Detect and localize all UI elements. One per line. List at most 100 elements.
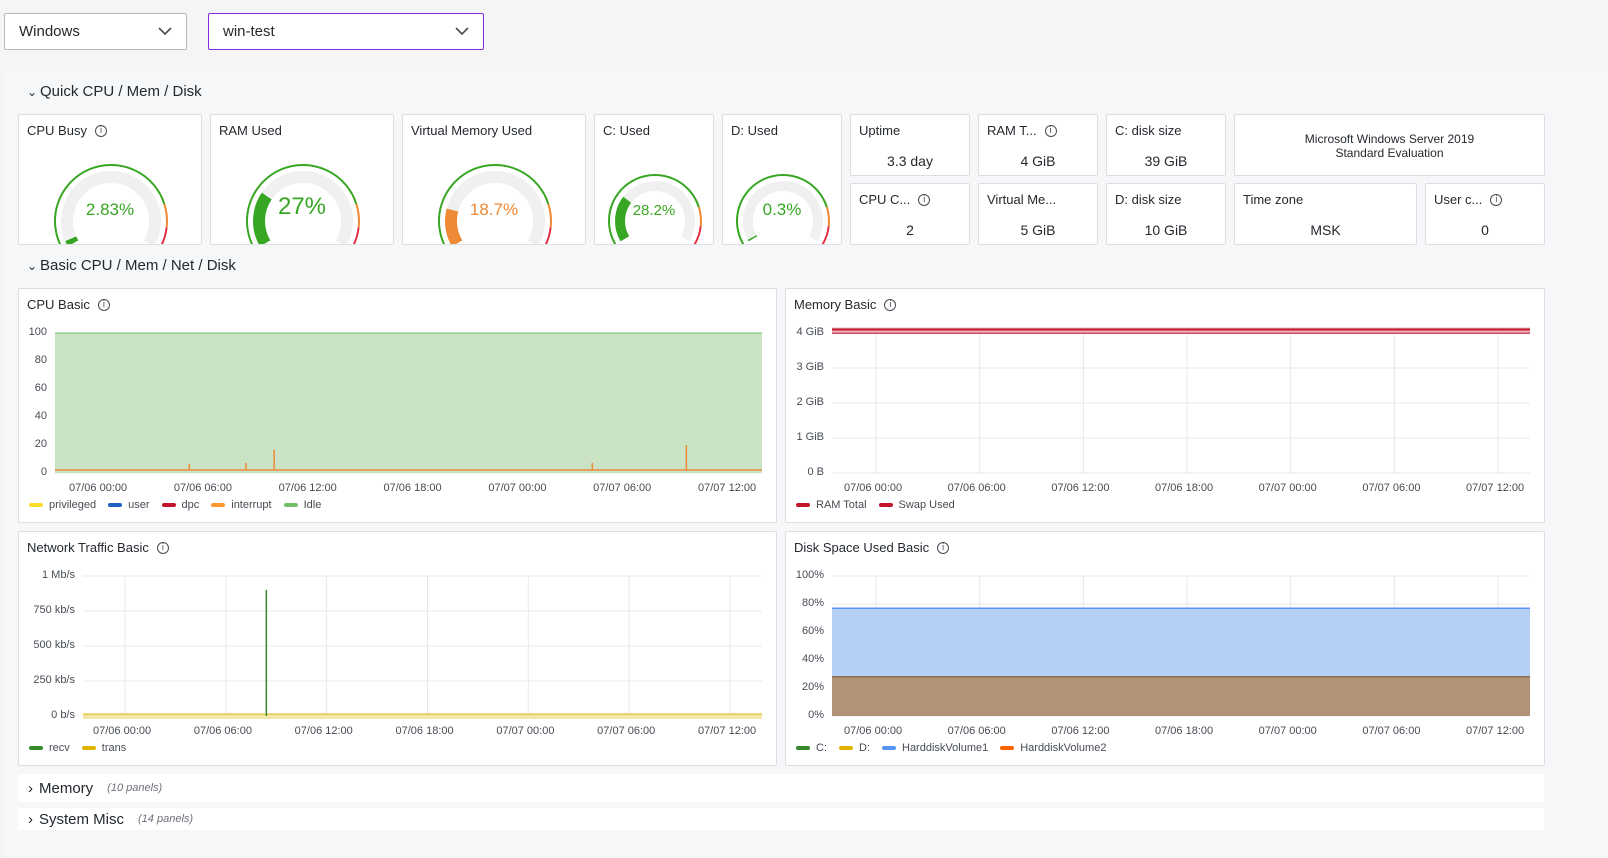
- legend-label: recv: [49, 742, 70, 754]
- x-tick-label: 07/06 12:00: [1051, 725, 1110, 737]
- stat-title: Time zone: [1243, 192, 1304, 207]
- gauge-panel[interactable]: Virtual Memory Used 18.7%: [402, 114, 586, 245]
- stat-timezone[interactable]: Time zone MSK: [1234, 183, 1417, 245]
- legend-item[interactable]: Swap Used: [878, 499, 955, 511]
- job-select-value: Windows: [19, 23, 80, 40]
- stat-users[interactable]: User c... i 0: [1425, 183, 1545, 245]
- y-tick-label: 0 B: [807, 466, 824, 478]
- stat-title: Uptime: [859, 123, 901, 138]
- chevron-down-icon: [158, 27, 172, 36]
- row-quick[interactable]: ⌄ Quick CPU / Mem / Disk: [26, 83, 202, 100]
- info-icon[interactable]: i: [1044, 124, 1057, 137]
- stat-title: CPU C...: [859, 192, 911, 207]
- job-select[interactable]: Windows: [4, 13, 187, 50]
- legend-swatch: [29, 746, 43, 751]
- legend-label: user: [128, 499, 150, 511]
- x-tick-label: 07/06 06:00: [193, 725, 252, 737]
- stat-os[interactable]: Microsoft Windows Server 2019 Standard E…: [1234, 114, 1545, 176]
- row-system-misc[interactable]: › System Misc (14 panels): [18, 808, 1544, 830]
- y-tick-label: 40%: [801, 653, 824, 665]
- panel-memory-basic[interactable]: Memory Basic i 4 GiB 3 GiB 2 GiB 1 GiB 0 B 07/…: [785, 288, 1545, 523]
- chart-svg: [832, 575, 1530, 717]
- info-icon[interactable]: i: [884, 298, 897, 311]
- x-tick-label: 07/06 00:00: [93, 725, 152, 737]
- stat-virtual-memory[interactable]: Virtual Me... 5 GiB: [978, 183, 1098, 245]
- stat-title: RAM T...: [987, 123, 1037, 138]
- legend-item[interactable]: D:: [839, 742, 870, 754]
- y-tick-label: 20%: [801, 681, 824, 693]
- gauge-threshold-crit: [160, 227, 168, 244]
- legend-item[interactable]: dpc: [161, 499, 199, 511]
- y-tick-label: 4 GiB: [796, 326, 824, 338]
- info-icon[interactable]: i: [1490, 193, 1503, 206]
- row-memory[interactable]: › Memory (10 panels): [18, 774, 1544, 802]
- stat-cpu-cores[interactable]: CPU C... i 2: [850, 183, 970, 245]
- info-icon[interactable]: i: [918, 193, 931, 206]
- panel-disk-space[interactable]: Disk Space Used Basic i 100% 80% 60% 40% 20% 0…: [785, 531, 1545, 766]
- legend-item[interactable]: trans: [81, 742, 126, 754]
- legend-label: RAM Total: [816, 499, 867, 511]
- legend-item[interactable]: Idle: [283, 499, 321, 511]
- chevron-right-icon: ›: [28, 810, 33, 828]
- stat-value: 39 GiB: [1144, 153, 1188, 169]
- stat-uptime[interactable]: Uptime 3.3 day: [850, 114, 970, 176]
- gauge-panel[interactable]: RAM Used 27%: [210, 114, 394, 245]
- gauge-threshold-warn: [825, 206, 830, 227]
- row-memory-title: Memory: [39, 779, 94, 797]
- info-icon[interactable]: i: [97, 298, 110, 311]
- x-tick-label: 07/07 06:00: [593, 482, 652, 494]
- legend-item[interactable]: HarddiskVolume2: [1000, 742, 1106, 754]
- panel-title: CPU Basic: [27, 297, 90, 312]
- stat-title: Virtual Me...: [987, 192, 1057, 207]
- y-tick-label: 80: [34, 354, 47, 366]
- gauge-arc: [736, 174, 830, 244]
- x-tick-label: 07/06 18:00: [1155, 482, 1214, 494]
- stat-value: 10 GiB: [1144, 222, 1188, 238]
- gauge-threshold-ok: [54, 164, 166, 244]
- y-tick-label: 20: [34, 438, 47, 450]
- gauge-threshold-warn: [163, 203, 168, 228]
- stat-value: 5 GiB: [1020, 222, 1056, 238]
- gauge-threshold-crit: [693, 226, 702, 244]
- chart-svg: [55, 332, 762, 474]
- info-icon[interactable]: i: [937, 541, 950, 554]
- x-tick-label: 07/07 00:00: [488, 482, 547, 494]
- y-tick-label: 0 b/s: [51, 709, 75, 721]
- gauge-panel[interactable]: D: Used 0.3%: [722, 114, 842, 245]
- x-tick-label: 07/06 06:00: [947, 725, 1006, 737]
- y-tick-label: 1 Mb/s: [41, 569, 75, 581]
- gauge-panel[interactable]: C: Used 28.2%: [594, 114, 714, 245]
- gauge-threshold-ok: [246, 164, 358, 244]
- stat-title: C: disk size: [1115, 123, 1182, 138]
- info-icon[interactable]: i: [156, 541, 169, 554]
- legend-swatch: [81, 746, 96, 751]
- legend-item[interactable]: user: [108, 499, 150, 511]
- gauge-arc: [608, 174, 702, 244]
- stat-value: 3.3 day: [887, 153, 933, 169]
- panel-network-traffic[interactable]: Network Traffic Basic i 1 Mb/s 750 kb/s 500…: [18, 531, 777, 766]
- legend-item[interactable]: HarddiskVolume1: [882, 742, 988, 754]
- stat-ram-total[interactable]: RAM T... i 4 GiB: [978, 114, 1098, 176]
- legend-item[interactable]: RAM Total: [796, 499, 867, 511]
- stat-c-disk-size[interactable]: C: disk size 39 GiB: [1106, 114, 1226, 176]
- x-tick-label: 07/07 00:00: [496, 725, 555, 737]
- gauge-threshold-warn: [355, 203, 360, 228]
- row-basic[interactable]: ⌄ Basic CPU / Mem / Net / Disk: [26, 257, 236, 274]
- stat-value: Microsoft Windows Server 2019 Standard E…: [1304, 132, 1475, 160]
- chevron-down-icon: ⌄: [26, 258, 38, 273]
- legend-swatch: [882, 746, 896, 751]
- info-icon[interactable]: i: [94, 124, 107, 137]
- gauge-title: RAM Used: [219, 123, 282, 138]
- legend-item[interactable]: interrupt: [211, 499, 272, 511]
- legend-item[interactable]: recv: [29, 742, 70, 754]
- panel-cpu-basic[interactable]: CPU Basic i 100 80 60 40 20 0 07/06 00:00 07/06 …: [18, 288, 777, 523]
- host-select[interactable]: win-test: [208, 13, 484, 50]
- gauge-panel[interactable]: CPU Busy i 2.83%: [18, 114, 202, 245]
- stat-d-disk-size[interactable]: D: disk size 10 GiB: [1106, 183, 1226, 245]
- row-system-count: (14 panels): [138, 813, 194, 825]
- x-tick-label: 07/06 18:00: [383, 482, 442, 494]
- legend-item[interactable]: privileged: [29, 499, 96, 511]
- row-basic-title: Basic CPU / Mem / Net / Disk: [40, 257, 236, 274]
- legend-item[interactable]: C:: [796, 742, 827, 754]
- legend-swatch: [161, 503, 176, 508]
